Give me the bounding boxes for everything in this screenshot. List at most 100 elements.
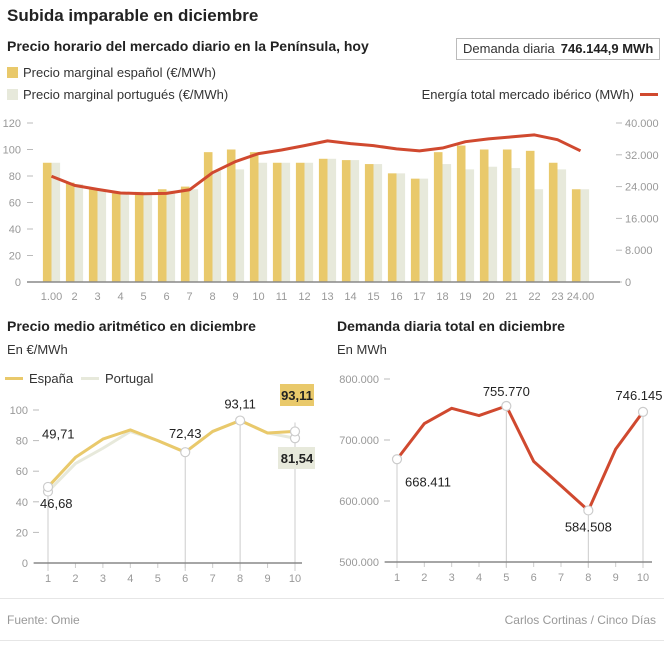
daily-demand-label: Demanda diaria	[463, 41, 555, 56]
x-tick-label: 20	[482, 291, 494, 303]
footer-divider-bottom	[0, 640, 664, 641]
avg-price-title: Precio medio aritmético en diciembre	[7, 318, 256, 334]
bar-spain	[433, 152, 443, 282]
daily-demand-chart: 500.000 600.000 700.000 800.000 1 2 3 4 5 6 7 8 9 10 6…	[339, 374, 663, 584]
bar-spain	[249, 152, 259, 282]
x-tick-label: 2	[71, 291, 77, 303]
legend-line-espana	[5, 377, 23, 380]
x-tick-label: 10	[252, 291, 264, 303]
x-tick-label: 8	[209, 291, 215, 303]
badge-portugal-label: 81,54	[281, 451, 314, 466]
x-tick-label: 1.00	[41, 291, 62, 303]
y2-tick-label: 24.000	[625, 182, 659, 194]
x-tick-label: 9	[264, 573, 270, 585]
x-tick-label: 22	[528, 291, 540, 303]
bar-spain	[410, 178, 420, 282]
bar-portugal	[419, 178, 429, 282]
bar-portugal	[327, 158, 337, 282]
avg-price-chart: 0 20 40 60 80 100 1 2 3 4 5 6 7 8 9 10 49,71 46,68 72,43 93…	[10, 384, 315, 585]
legend-label-portugal: Precio marginal portugués (€/MWh)	[23, 87, 229, 102]
bar-spain	[502, 149, 512, 282]
x-tick-label: 9	[232, 291, 238, 303]
x-tick-label: 3	[100, 573, 106, 585]
legend-label-energy: Energía total mercado ibérico (MWh)	[421, 87, 634, 102]
x-tick-label: 10	[289, 573, 301, 585]
x-tick-label: 7	[558, 572, 564, 584]
x-tick-label: 10	[637, 572, 649, 584]
legend-portugal: Portugal	[81, 371, 153, 386]
point-marker	[235, 415, 246, 426]
x-tick-label: 7	[186, 291, 192, 303]
bar-spain	[180, 186, 190, 282]
point-marker	[391, 454, 403, 465]
demand-chart-unit: En MWh	[337, 342, 387, 357]
x-tick-label: 11	[276, 291, 287, 303]
x-tick-label: 9	[613, 572, 619, 584]
bar-portugal	[166, 190, 176, 282]
annotation-label: 755.770	[483, 384, 530, 399]
footer-divider-top	[0, 598, 664, 599]
bar-portugal	[281, 162, 291, 282]
bar-spain	[203, 152, 213, 282]
x-tick-label: 3	[94, 291, 100, 303]
x-tick-label: 4	[117, 291, 123, 303]
y-tick-label: 0	[15, 277, 21, 289]
y-tick-label: 60	[9, 198, 21, 210]
annotation-label: 46,68	[40, 496, 73, 511]
legend-spain-price: Precio marginal español (€/MWh)	[7, 65, 216, 80]
bar-portugal	[580, 189, 590, 282]
y-tick-label: 20	[16, 527, 28, 539]
annotation-label: 72,43	[169, 426, 202, 441]
bar-portugal	[534, 189, 544, 282]
legend-portugal-price: Precio marginal portugués (€/MWh)	[7, 87, 228, 102]
badge-portugal	[278, 447, 315, 469]
bar-portugal	[189, 189, 199, 282]
bar-portugal	[304, 162, 314, 282]
bar-portugal	[212, 170, 222, 282]
y-tick-label: 100	[10, 405, 28, 417]
y2-tick-label: 16.000	[625, 213, 659, 225]
footer-source: Fuente: Omie	[7, 613, 80, 627]
x-tick-label: 16	[390, 291, 402, 303]
demand-line	[395, 404, 645, 512]
y-tick-label: 80	[9, 171, 21, 183]
x-tick-label: 19	[459, 291, 471, 303]
bar-spain	[226, 149, 236, 282]
x-tick-label: 4	[127, 573, 133, 585]
x-tick-label: 2	[72, 573, 78, 585]
bar-spain	[525, 150, 535, 282]
avg-price-unit: En €/MWh	[7, 342, 68, 357]
x-tick-label: 13	[321, 291, 333, 303]
demand-chart-title: Demanda diaria total en diciembre	[337, 318, 565, 334]
y-tick-label: 800.000	[339, 374, 379, 386]
bar-portugal	[557, 169, 567, 282]
bar-portugal	[373, 164, 383, 282]
energy-line	[50, 133, 582, 196]
y2-tick-label: 8.000	[625, 245, 653, 257]
x-tick-label: 3	[449, 572, 455, 584]
bar-portugal	[143, 194, 153, 282]
annotation-label: 746.145	[616, 388, 663, 403]
y-tick-label: 60	[16, 466, 28, 478]
bar-spain	[387, 173, 397, 282]
main-title: Subida imparable en diciembre	[7, 6, 259, 25]
annotation-label: 584.508	[565, 519, 612, 534]
bar-spain	[272, 162, 282, 282]
legend-line-energy	[640, 93, 658, 96]
y-tick-label: 120	[3, 118, 21, 130]
legend-label-portugal-line: Portugal	[105, 371, 154, 386]
x-tick-label: 23	[551, 291, 563, 303]
y-tick-label: 700.000	[339, 435, 379, 447]
x-tick-label: 6	[531, 572, 537, 584]
x-tick-label: 18	[436, 291, 448, 303]
x-tick-label: 7	[210, 573, 216, 585]
daily-demand-value: 746.144,9 MWh	[560, 41, 654, 56]
bar-spain	[571, 189, 581, 282]
bar-spain	[318, 158, 328, 282]
y-tick-label: 0	[22, 558, 28, 570]
x-tick-label: 1	[394, 572, 400, 584]
bar-portugal	[350, 160, 360, 282]
bar-spain	[111, 193, 121, 282]
point-marker	[180, 447, 191, 458]
point-marker	[501, 400, 512, 412]
